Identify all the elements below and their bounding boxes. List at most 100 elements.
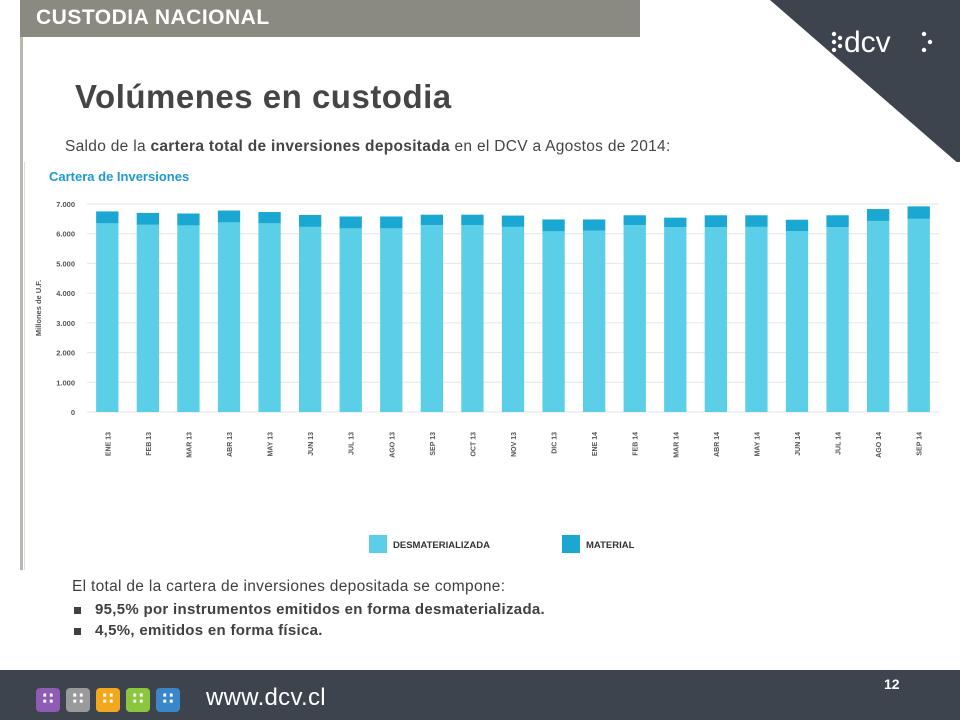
y-tick-label: 1.000 — [56, 378, 75, 387]
legend-swatch — [562, 535, 580, 553]
bar-material — [339, 216, 362, 229]
x-tick-label: JUL 14 — [836, 432, 843, 455]
x-tick-label: JUN 13 — [308, 432, 315, 456]
summary-bullet-2: 4,5%, emitidos en forma física. — [72, 622, 545, 639]
bar-material — [664, 217, 687, 228]
section-label: CUSTODIA NACIONAL — [36, 6, 270, 29]
y-tick-label: 4.000 — [56, 289, 75, 298]
bar-material — [542, 219, 565, 232]
legend-label: DESMATERIALIZADA — [393, 540, 490, 551]
x-tick-label: OCT 13 — [470, 432, 477, 457]
x-tick-label: MAR 13 — [186, 432, 193, 458]
bar-material — [501, 215, 525, 227]
y-axis-label: Millones de U.F. — [34, 280, 43, 336]
x-tick-label: MAR 14 — [673, 432, 680, 458]
bar-material — [420, 214, 444, 226]
y-tick-label: 3.000 — [56, 319, 75, 328]
bar-desmaterializada — [866, 220, 890, 412]
bar-desmaterializada — [785, 231, 809, 412]
subtitle-pre: Saldo de la — [65, 138, 151, 155]
dcv-logo[interactable]: dcv — [828, 18, 938, 64]
section-bar: CUSTODIA NACIONAL — [20, 0, 640, 37]
x-tick-label: ABR 13 — [227, 432, 234, 457]
subtitle-post: en el DCV a Agostos de 2014: — [449, 138, 671, 155]
footer-app-icon-3[interactable] — [96, 688, 120, 712]
bar-desmaterializada — [623, 225, 646, 412]
summary-bullet-text: 95,5% por instrumentos emitidos en forma… — [95, 601, 546, 618]
x-tick-label: JUL 13 — [349, 432, 356, 455]
bar-desmaterializada — [96, 223, 119, 412]
bar-desmaterializada — [420, 225, 444, 412]
summary-bullet-text: 4,5%, emitidos en forma física. — [95, 622, 323, 639]
x-tick-label: FEB 14 — [633, 432, 640, 456]
bar-material — [177, 213, 200, 226]
bar-desmaterializada — [258, 223, 281, 412]
bullet-square-icon — [74, 628, 81, 635]
y-tick-label: 2.000 — [56, 349, 75, 358]
footer-app-icon-1[interactable] — [36, 688, 60, 712]
x-tick-label: SEP 13 — [430, 432, 437, 456]
bar-desmaterializada — [704, 227, 728, 412]
summary-lead: El total de la cartera de inversiones de… — [72, 578, 506, 595]
bar-material — [907, 206, 930, 219]
bar-material — [136, 212, 160, 225]
x-tick-label: MAY 14 — [754, 432, 761, 457]
bar-desmaterializada — [826, 227, 849, 412]
bar-desmaterializada — [136, 224, 160, 412]
bar-desmaterializada — [461, 225, 484, 412]
chart-panel: Cartera de Inversiones 0 1.000 2.000 3.000 4.… — [24, 162, 960, 570]
bar-desmaterializada — [542, 231, 565, 412]
bar-material — [704, 215, 728, 228]
x-tick-label: AGO 13 — [389, 432, 396, 458]
y-tick-label: 7.000 — [56, 200, 75, 209]
bar-desmaterializada — [217, 222, 241, 412]
left-divider — [20, 37, 23, 570]
x-tick-label: FEB 13 — [146, 432, 153, 456]
footer-app-icon-5[interactable] — [156, 688, 180, 712]
bar-desmaterializada — [664, 227, 687, 412]
header-corner — [770, 0, 960, 165]
bar-desmaterializada — [298, 226, 322, 412]
summary-bullet-1: 95,5% por instrumentos emitidos en forma… — [72, 601, 545, 618]
bar-material — [785, 219, 809, 232]
x-tick-label: SEP 14 — [917, 432, 924, 456]
bar-material — [217, 210, 241, 223]
x-tick-label: ABR 14 — [714, 432, 721, 457]
page-subtitle: Saldo de la cartera total de inversiones… — [65, 138, 671, 156]
y-tick-label: 6.000 — [56, 230, 75, 239]
y-tick-label: 0 — [71, 408, 75, 417]
subtitle-bold: cartera total de inversiones depositada — [150, 138, 450, 155]
bar-desmaterializada — [177, 225, 200, 412]
bar-desmaterializada — [339, 228, 362, 412]
y-tick-label: 5.000 — [56, 259, 75, 268]
x-tick-label: DIC 13 — [552, 432, 559, 454]
bar-material — [96, 211, 119, 224]
bar-material — [258, 212, 281, 224]
website-link[interactable]: www.dcv.cl — [206, 684, 326, 711]
x-tick-label: JUN 14 — [795, 432, 802, 456]
bullet-square-icon — [74, 607, 81, 614]
x-tick-label: ENE 13 — [105, 432, 112, 456]
chart-title: Cartera de Inversiones — [49, 169, 189, 184]
footer-app-icon-2[interactable] — [66, 688, 90, 712]
bar-material — [623, 215, 646, 226]
page-title: Volúmenes en custodia — [75, 78, 452, 115]
bar-material — [298, 214, 322, 227]
bar-desmaterializada — [745, 226, 768, 412]
logo-text: dcv — [844, 26, 891, 59]
x-tick-label: MAY 13 — [268, 432, 275, 457]
bar-material — [380, 216, 403, 229]
bar-desmaterializada — [380, 228, 403, 412]
footer-app-icon-4[interactable] — [126, 688, 150, 712]
bar-material — [866, 209, 890, 221]
bar-desmaterializada — [501, 226, 525, 412]
page-number: 12 — [884, 676, 900, 692]
bar-desmaterializada — [907, 218, 930, 412]
x-tick-label: NOV 13 — [511, 432, 518, 457]
bar-material — [461, 214, 484, 226]
investment-chart: Cartera de Inversiones 0 1.000 2.000 3.000 4.… — [34, 169, 939, 553]
x-tick-label: AGO 14 — [876, 432, 883, 458]
bar-desmaterializada — [582, 230, 606, 412]
bar-material — [826, 215, 849, 228]
footer-icons — [36, 688, 180, 712]
